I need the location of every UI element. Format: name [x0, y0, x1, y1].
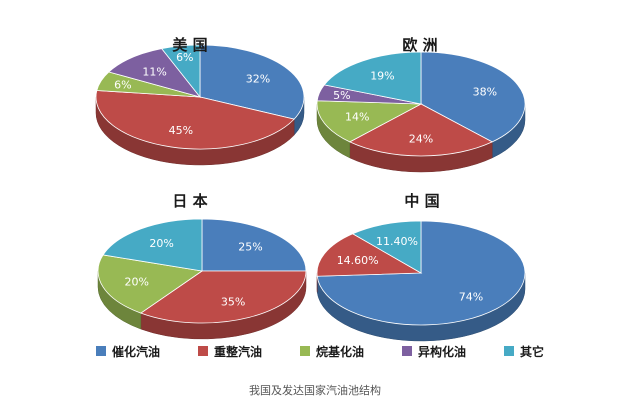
pie-title-3: 日 本	[172, 192, 207, 210]
legend-label-cat: 催化汽油	[112, 344, 160, 359]
slice-label-3-2: 20%	[124, 276, 148, 289]
pie-title-1: 美 国	[172, 36, 207, 54]
legend: 催化汽油 重整汽油 烷基化油 异构化油 其它	[96, 344, 544, 359]
legend-swatch-cat	[96, 346, 106, 356]
slice-label-1-0: 32%	[246, 73, 270, 86]
legend-swatch-iso	[402, 346, 412, 356]
legend-swatch-ref	[198, 346, 208, 356]
slice-label-3-3: 20%	[149, 237, 173, 250]
slice-label-2-1: 24%	[409, 132, 433, 145]
pie-chart-4: 74% 14.60% 11.40% 中 国	[316, 192, 526, 342]
pie-slice-2-1	[348, 103, 494, 157]
pie-slice-3-0	[201, 218, 307, 272]
slice-label-4-2: 11.40%	[376, 235, 418, 248]
slice-label-4-1: 14.60%	[337, 254, 379, 267]
pie-slice-3-2	[97, 254, 204, 314]
pie-slice-2-0	[420, 51, 526, 143]
slice-label-2-4: 19%	[370, 70, 394, 83]
legend-swatch-oth	[504, 346, 514, 356]
legend-swatch-alk	[300, 346, 310, 356]
pie-chart-2: 38% 24% 14% 5% 19% 欧 洲	[316, 36, 526, 173]
legend-label-alk: 烷基化油	[316, 344, 364, 359]
pie-chart-1: 32%45%6%11%6%美 国	[95, 36, 305, 166]
figure-caption: 我国及发达国家汽油池结构	[249, 384, 381, 397]
pie-slice-3-1	[140, 270, 307, 324]
slice-label-1-1: 45%	[169, 124, 193, 137]
slice-label-2-2: 14%	[345, 111, 369, 124]
pie-chart-3: 25% 35% 20% 20% 日 本	[97, 192, 307, 340]
slice-label-1-3: 11%	[142, 65, 166, 78]
pie-slice-3-3	[102, 218, 203, 272]
pie-title-4: 中 国	[404, 192, 439, 210]
pie-title-2: 欧 洲	[402, 36, 437, 54]
pie-charts: 32%45%6%11%6%美 国38%24%14%5%19%欧 洲25%35%2…	[95, 36, 526, 342]
legend-label-ref: 重整汽油	[214, 344, 262, 359]
slice-label-1-2: 6%	[114, 78, 131, 91]
pie-slice-4-2	[351, 220, 422, 274]
legend-label-iso: 异构化油	[418, 344, 466, 359]
pie-slice-1-3	[108, 48, 202, 98]
slice-label-4-0: 74%	[459, 290, 483, 303]
legend-label-oth: 其它	[520, 344, 544, 359]
slice-label-2-3: 5%	[333, 89, 350, 102]
slice-label-3-0: 25%	[238, 241, 262, 254]
pie-slice-1-0	[199, 44, 305, 120]
pie-slice-1-4	[160, 44, 201, 99]
pie-slice-2-4	[323, 51, 422, 105]
pie-slice-1-1	[95, 90, 295, 150]
slice-label-1-4: 6%	[176, 51, 193, 64]
pie-slice-2-2	[316, 100, 423, 143]
slice-label-3-1: 35%	[221, 296, 245, 309]
slice-label-2-0: 38%	[473, 85, 497, 98]
pie-slice-4-1	[316, 233, 423, 277]
